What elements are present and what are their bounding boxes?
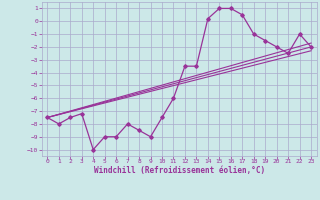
X-axis label: Windchill (Refroidissement éolien,°C): Windchill (Refroidissement éolien,°C) xyxy=(94,166,265,175)
